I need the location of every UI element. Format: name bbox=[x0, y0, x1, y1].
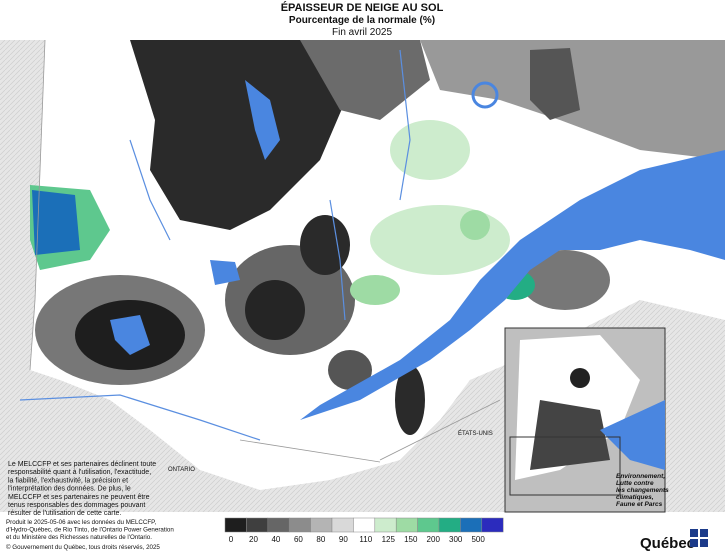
snow-low bbox=[130, 40, 350, 230]
legend-swatch bbox=[460, 517, 483, 533]
disclaimer-line: tenus responsables des dommages pouvant bbox=[8, 502, 145, 509]
logo-flag bbox=[690, 529, 698, 537]
disclaimer-line: responsabilité quant à l'utilisation, l'… bbox=[8, 469, 151, 476]
region-label: ONTARIO bbox=[168, 467, 195, 473]
map bbox=[0, 40, 725, 512]
legend-label: 110 bbox=[359, 535, 372, 544]
legend-swatch bbox=[246, 517, 269, 533]
legend-label: 80 bbox=[316, 535, 325, 544]
disclaimer-line: Le MELCCFP et ses partenaires déclinent … bbox=[8, 461, 156, 468]
legend-swatch bbox=[374, 517, 397, 533]
lake bbox=[245, 80, 280, 160]
snow-high bbox=[460, 210, 490, 240]
disclaimer: Le MELCCFP et ses partenaires déclinent … bbox=[8, 461, 156, 517]
legend-label: 20 bbox=[249, 535, 258, 544]
disclaimer-line: la fiabilité, l'exhaustivité, la précisi… bbox=[8, 477, 128, 484]
legend-label: 90 bbox=[339, 535, 348, 544]
snow-low bbox=[300, 215, 350, 275]
date: Fin avril 2025 bbox=[332, 27, 392, 38]
legend-swatch bbox=[395, 517, 418, 533]
snow-low bbox=[395, 365, 425, 435]
lake bbox=[110, 315, 150, 355]
legend-swatch bbox=[288, 517, 311, 533]
legend-label: 500 bbox=[471, 535, 485, 544]
snow-high bbox=[370, 205, 510, 275]
snow-low bbox=[530, 48, 580, 120]
source-line: d'Hydro-Québec, de Rio Tinto, de l'Ontar… bbox=[6, 527, 174, 534]
snow-high bbox=[390, 120, 470, 180]
island bbox=[655, 190, 720, 215]
source-line: et du Ministère des Richesses naturelles… bbox=[6, 534, 152, 541]
ministry-line: Environnement, bbox=[616, 473, 665, 480]
footer: Produit le 2025-05-06 avec les données d… bbox=[6, 519, 174, 551]
ministry-line: Faune et Parcs bbox=[616, 501, 663, 508]
legend: 0 20 40 60 80 90 110 125 150 200 300 500 bbox=[224, 517, 504, 544]
lake bbox=[210, 260, 240, 285]
subtitle: Pourcentage de la normale (%) bbox=[289, 15, 435, 26]
logo-flag bbox=[700, 529, 708, 537]
snow-high bbox=[350, 275, 400, 305]
inset-map bbox=[504, 327, 666, 513]
source-line: Produit le 2025-05-06 avec les données d… bbox=[6, 519, 156, 526]
title: ÉPAISSEUR DE NEIGE AU SOL bbox=[281, 1, 444, 14]
legend-swatch bbox=[417, 517, 440, 533]
legend-swatch bbox=[267, 517, 290, 533]
logo-name: Québec bbox=[640, 535, 695, 552]
disclaimer-line: l'interprétation des données. De plus, l… bbox=[8, 486, 131, 493]
logo-flag bbox=[690, 539, 698, 547]
region-label: ÉTATS-UNIS bbox=[458, 430, 493, 437]
ministry-line: les changements bbox=[616, 487, 669, 494]
logo-flag bbox=[700, 539, 708, 547]
borders bbox=[29, 40, 501, 463]
rivers bbox=[19, 49, 411, 441]
legend-label: 0 bbox=[229, 535, 234, 544]
snow-mid bbox=[520, 250, 610, 310]
disclaimer-line: MELCCFP et ses partenaires ne peuvent êt… bbox=[8, 494, 150, 501]
legend-label: 150 bbox=[404, 535, 418, 544]
snow-very-high bbox=[32, 190, 80, 255]
legend-swatch bbox=[331, 517, 354, 533]
legend-swatch bbox=[438, 517, 461, 533]
snow-mid bbox=[300, 40, 430, 120]
copyright: © Gouvernement du Québec, tous droits ré… bbox=[6, 544, 160, 551]
ministry-line: Lutte contre bbox=[616, 480, 654, 487]
legend-swatch bbox=[353, 517, 376, 533]
legend-swatch bbox=[481, 517, 504, 533]
gulf bbox=[300, 150, 725, 420]
legend-label: 300 bbox=[449, 535, 463, 544]
reservoir bbox=[471, 81, 499, 109]
legend-label: 125 bbox=[382, 535, 396, 544]
ministry-line: climatiques, bbox=[616, 494, 654, 501]
snow-low bbox=[245, 280, 305, 340]
legend-label: 200 bbox=[427, 535, 441, 544]
legend-swatch bbox=[310, 517, 333, 533]
legend-swatch bbox=[224, 517, 247, 533]
legend-label: 40 bbox=[271, 535, 280, 544]
legend-label: 60 bbox=[294, 535, 303, 544]
snow-mid bbox=[328, 350, 372, 390]
disclaimer-line: résulter de l'utilisation de cette carte… bbox=[8, 510, 121, 517]
